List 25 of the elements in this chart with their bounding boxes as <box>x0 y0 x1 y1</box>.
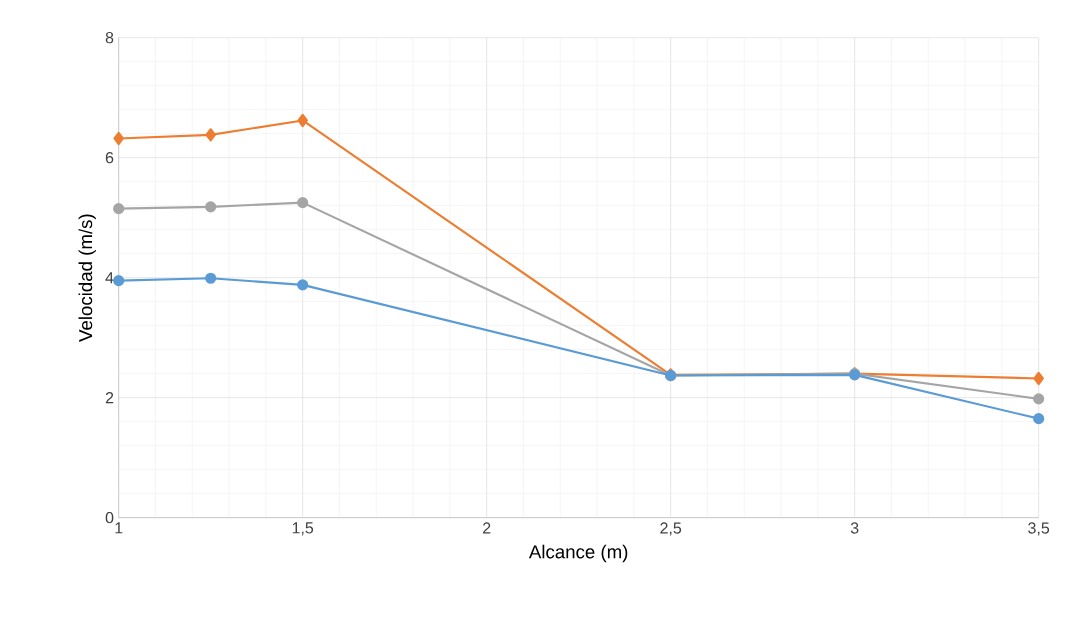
point <box>205 128 216 142</box>
x-tick-label: 1 <box>115 522 123 534</box>
point <box>1033 393 1045 405</box>
point <box>297 113 308 128</box>
y-tick-label: 6 <box>105 152 114 164</box>
y-tick-label: 2 <box>105 392 114 404</box>
point <box>205 201 217 213</box>
point <box>1033 371 1044 386</box>
y-tick-label: 0 <box>105 511 114 524</box>
point <box>113 131 124 146</box>
point <box>205 272 217 284</box>
x-axis-title: Alcance (m) <box>528 544 628 563</box>
point <box>297 279 309 291</box>
x-tick-label: 3,5 <box>1028 522 1050 536</box>
y-tick-label: 4 <box>105 272 114 284</box>
point <box>113 203 125 215</box>
point <box>1033 413 1045 425</box>
point <box>113 275 125 287</box>
x-tick-label: 3 <box>850 522 859 534</box>
y-axis-title: Velocidad (m/s) <box>78 214 96 342</box>
point <box>297 197 309 209</box>
y-tick-label: 8 <box>105 32 114 44</box>
x-tick-label: 1,5 <box>292 522 314 536</box>
x-tick-label: 2 <box>483 522 491 534</box>
x-tick-label: 2,5 <box>660 522 682 536</box>
